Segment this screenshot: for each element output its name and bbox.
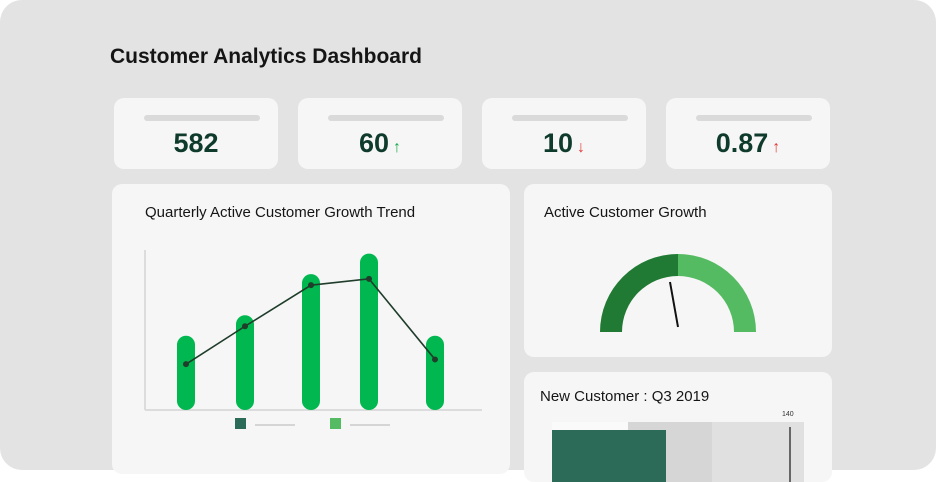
arrow-up-icon: ↑ — [772, 139, 781, 156]
bullet-value-bar — [552, 430, 666, 482]
kpi-card-1[interactable]: 582 — [114, 98, 278, 169]
line-point-4[interactable] — [366, 275, 372, 282]
bar-1[interactable] — [177, 335, 195, 410]
kpi-card-3[interactable]: 10 ↓ — [482, 98, 646, 169]
target-label: 140 — [782, 411, 794, 418]
line-point-3[interactable] — [308, 282, 314, 289]
legend-swatch-1 — [235, 418, 246, 429]
bar-2[interactable] — [236, 315, 254, 410]
gauge-card: Active Customer Growth — [524, 184, 832, 357]
line-point-5[interactable] — [432, 356, 438, 363]
legend-label-1 — [255, 424, 295, 426]
bullet-title: New Customer : Q3 2019 — [540, 388, 710, 405]
bar-3[interactable] — [302, 274, 320, 410]
kpi-value: 582 — [173, 128, 219, 158]
gauge — [600, 254, 756, 332]
arrow-up-icon: ↑ — [393, 139, 402, 156]
bullet-card: New Customer : Q3 2019 140 — [524, 372, 832, 482]
gauge-remaining-arc — [678, 254, 756, 332]
legend-swatch-2 — [330, 418, 341, 429]
trend-chart-card: Quarterly Active Customer Growth Trend — [112, 184, 510, 474]
kpi-label-placeholder — [512, 115, 628, 121]
gauge-needle — [669, 281, 679, 328]
page-title: Customer Analytics Dashboard — [110, 45, 422, 68]
kpi-card-4[interactable]: 0.87 ↑ — [666, 98, 830, 169]
kpi-card-2[interactable]: 60 ↑ — [298, 98, 462, 169]
arrow-down-icon: ↓ — [577, 139, 586, 156]
bullet-target-marker — [789, 427, 791, 482]
bullet-range — [552, 422, 804, 482]
kpi-value: 0.87 — [715, 128, 769, 158]
gauge-title: Active Customer Growth — [544, 204, 707, 221]
bar-4[interactable] — [360, 253, 378, 410]
line-point-1[interactable] — [183, 361, 189, 368]
kpi-value: 60 — [358, 128, 390, 158]
kpi-label-placeholder — [144, 115, 260, 121]
trend-chart — [144, 250, 482, 429]
kpi-label-placeholder — [328, 115, 444, 121]
legend-label-2 — [350, 424, 390, 426]
chart-title: Quarterly Active Customer Growth Trend — [145, 204, 416, 221]
bar-5[interactable] — [426, 335, 444, 410]
kpi-label-placeholder — [696, 115, 812, 121]
gauge-filled-arc — [600, 254, 678, 332]
kpi-value: 10 — [542, 128, 574, 158]
line-point-2[interactable] — [242, 323, 248, 330]
